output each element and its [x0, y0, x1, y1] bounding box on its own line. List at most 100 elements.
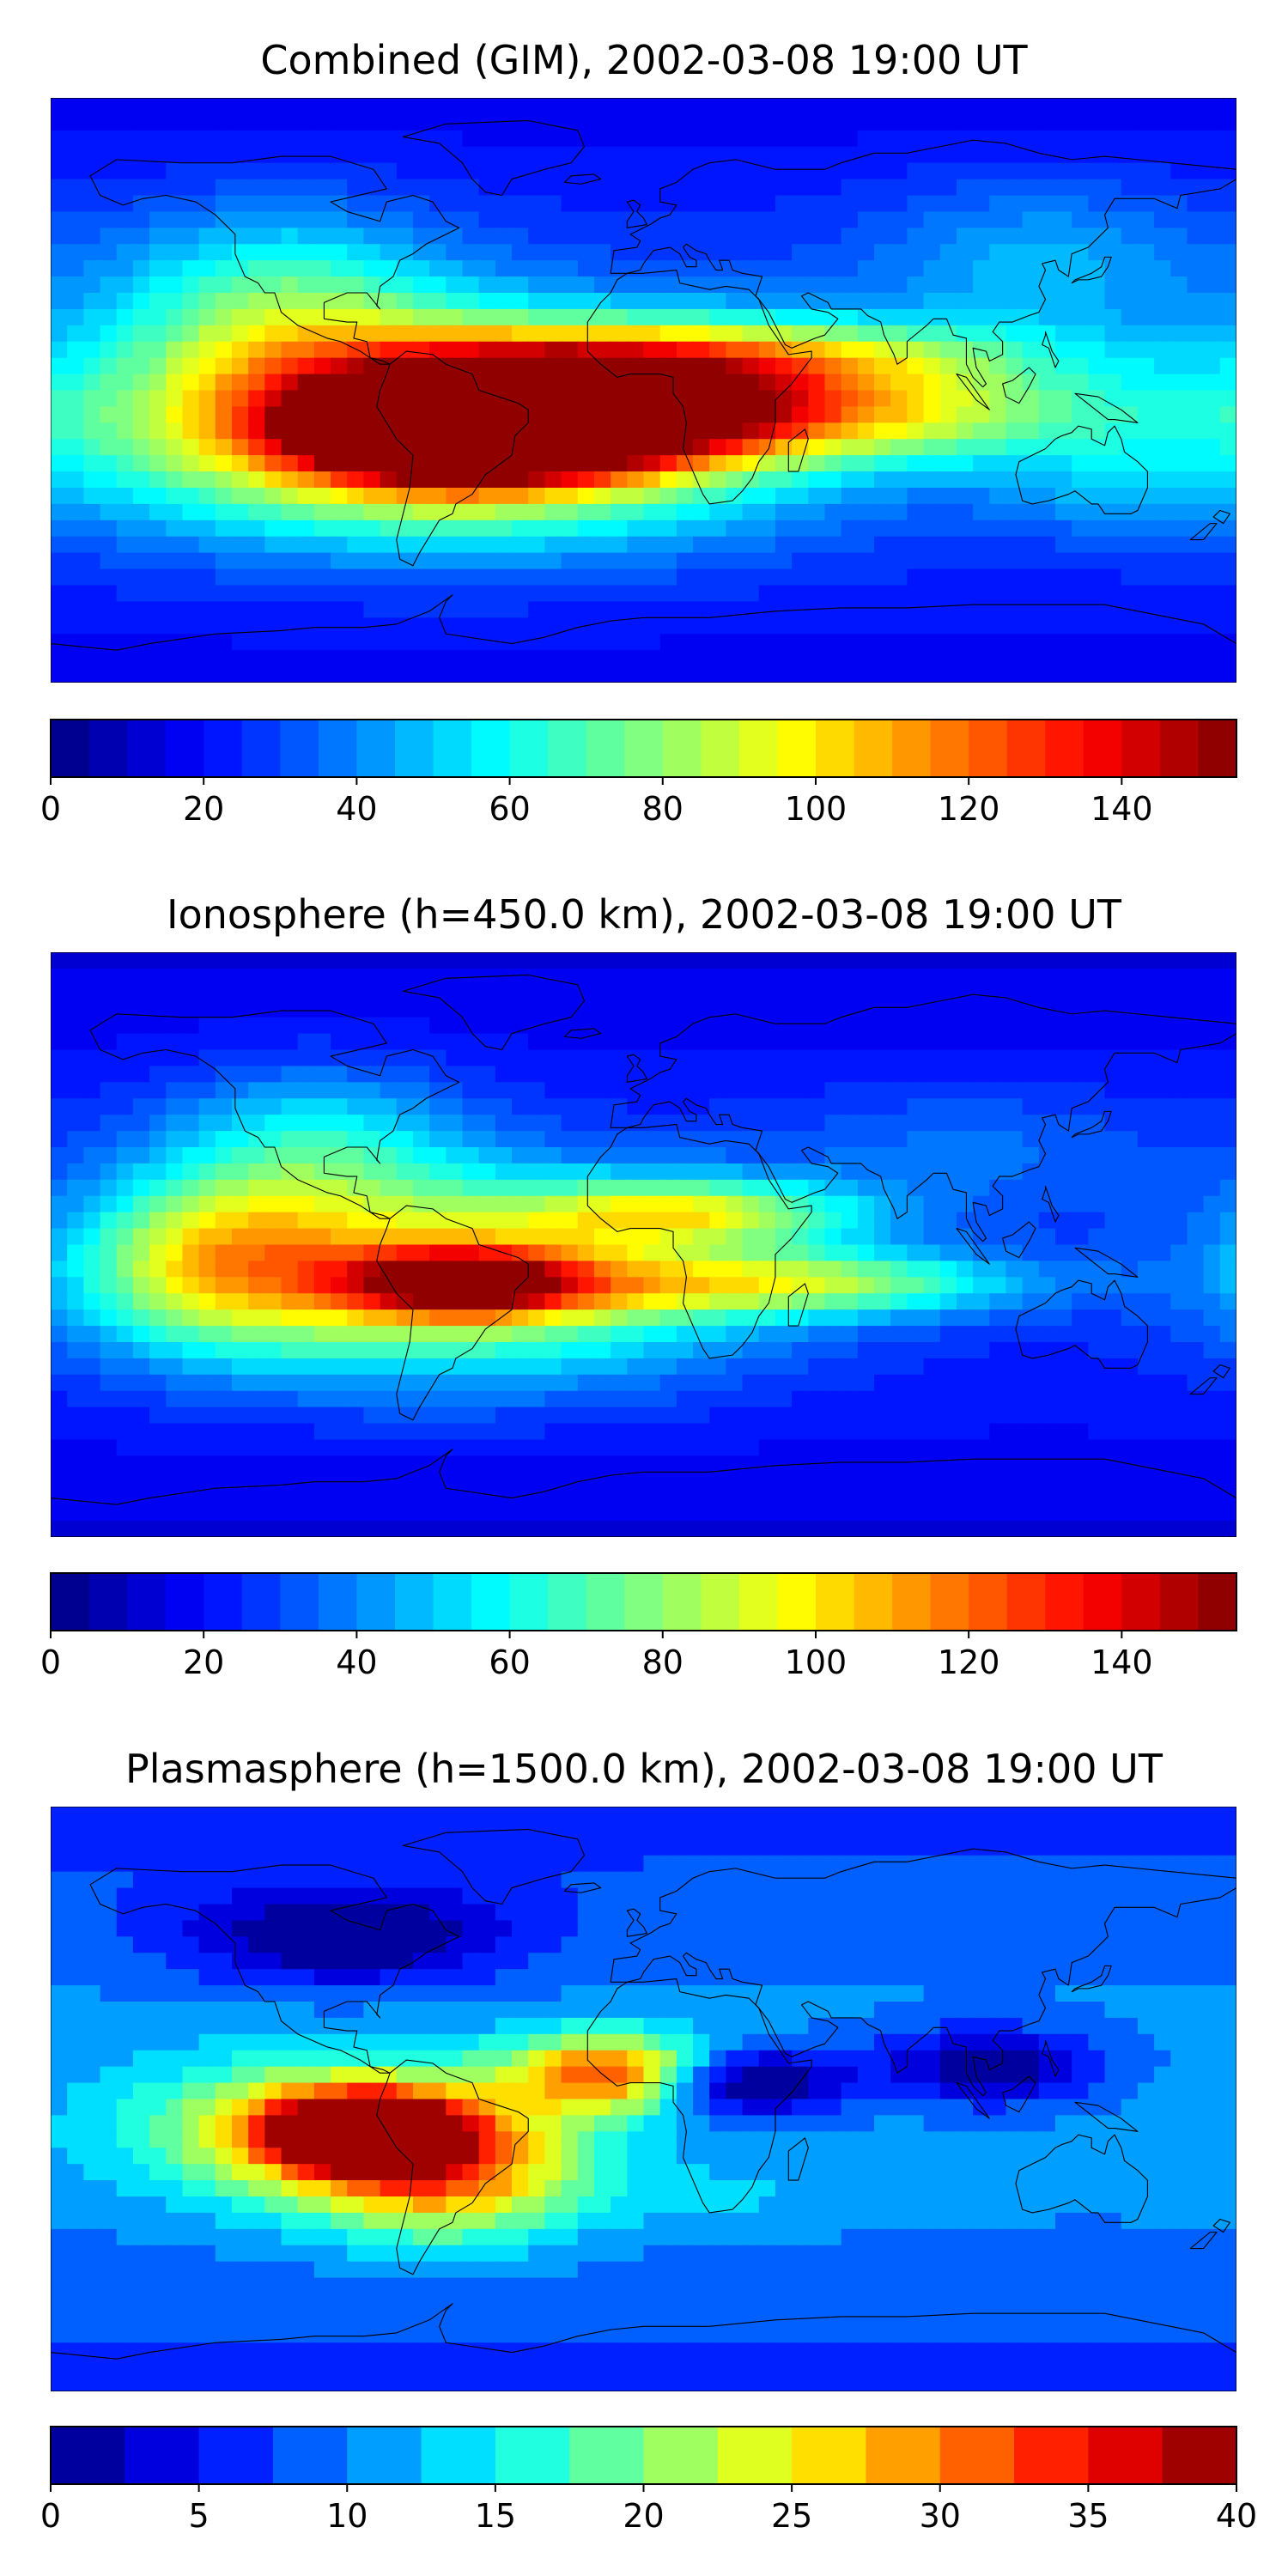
field-cell	[1203, 1277, 1221, 1295]
field-cell	[1187, 211, 1205, 229]
field-cell	[758, 1098, 777, 1116]
field-cell	[215, 519, 234, 538]
field-cell	[1170, 585, 1188, 603]
field-cell	[792, 666, 810, 683]
field-cell	[1187, 1115, 1205, 1133]
field-cell	[51, 585, 69, 603]
field-cell	[149, 1098, 167, 1116]
field-cell	[1121, 390, 1139, 408]
field-cell	[116, 585, 135, 603]
field-cell	[939, 634, 958, 652]
field-cell	[890, 984, 908, 1002]
field-cell	[1005, 1390, 1024, 1408]
field-cell	[331, 1244, 349, 1262]
field-cell	[1121, 503, 1139, 521]
field-cell	[956, 1406, 975, 1425]
field-cell	[693, 1000, 711, 1018]
field-cell	[313, 1131, 332, 1149]
field-cell	[693, 1179, 711, 1197]
field-cell	[693, 519, 711, 538]
field-cell	[1187, 1374, 1205, 1392]
field-cell	[1154, 1212, 1172, 1230]
field-cell	[989, 968, 1007, 986]
field-cell	[939, 568, 958, 586]
field-cell	[215, 1115, 234, 1133]
field-cell	[874, 211, 892, 229]
field-cell	[215, 1033, 234, 1051]
field-cell	[726, 293, 744, 311]
field-cell	[577, 952, 596, 970]
field-cell	[83, 325, 101, 343]
field-cell	[1072, 568, 1090, 586]
field-cell	[248, 968, 266, 986]
field-cell	[956, 1423, 975, 1441]
field-cell	[775, 276, 793, 295]
field-cell	[989, 1098, 1007, 1116]
field-cell	[116, 519, 135, 538]
field-cell	[100, 952, 118, 970]
field-cell	[363, 1017, 381, 1035]
field-cell	[792, 146, 810, 164]
field-cell	[1038, 552, 1057, 570]
field-cell	[923, 1309, 941, 1327]
field-cell	[1038, 341, 1057, 359]
field-cell	[297, 1406, 316, 1425]
field-cell	[1005, 244, 1024, 262]
field-cell	[478, 1049, 497, 1067]
field-cell	[446, 244, 464, 262]
field-cell	[923, 1033, 941, 1051]
field-cell	[248, 162, 266, 180]
field-cell	[51, 1472, 69, 1490]
field-cell	[132, 536, 151, 554]
field-cell	[1121, 374, 1139, 392]
field-cell	[313, 650, 332, 668]
field-cell	[593, 422, 612, 440]
field-cell	[297, 1261, 316, 1279]
field-cell	[198, 488, 216, 506]
field-cell	[758, 455, 777, 473]
field-cell	[1022, 130, 1040, 148]
field-cell	[939, 130, 958, 148]
field-cell	[363, 488, 381, 506]
field-cell	[973, 952, 991, 970]
field-cell	[907, 552, 925, 570]
field-cell	[577, 113, 596, 131]
field-cell	[726, 984, 744, 1002]
field-cell	[824, 1066, 842, 1084]
field-cell	[1203, 1147, 1221, 1165]
field-cell	[643, 1195, 661, 1213]
field-cell	[331, 422, 349, 440]
field-cell	[890, 1342, 908, 1360]
field-cell	[561, 130, 579, 148]
field-cell	[1187, 585, 1205, 603]
field-cell	[907, 1309, 925, 1327]
field-cell	[1170, 1212, 1188, 1230]
field-cell	[248, 1358, 266, 1376]
field-cell	[347, 1326, 365, 1344]
field-cell	[215, 1261, 234, 1279]
field-cell	[446, 195, 464, 213]
field-cell	[231, 439, 250, 457]
field-cell	[149, 1358, 167, 1376]
field-cell	[182, 1406, 200, 1425]
field-cell	[446, 179, 464, 197]
field-cell	[742, 650, 760, 668]
field-cell	[478, 585, 497, 603]
field-cell	[857, 341, 876, 359]
field-cell	[1088, 293, 1106, 311]
field-cell	[907, 1358, 925, 1376]
field-cell	[973, 650, 991, 668]
field-cell	[577, 357, 596, 375]
field-cell	[561, 1082, 579, 1100]
field-cell	[1005, 1179, 1024, 1197]
field-cell	[446, 455, 464, 473]
field-cell	[907, 308, 925, 326]
field-cell	[1104, 1390, 1122, 1408]
field-cell	[611, 390, 629, 408]
field-cell	[281, 228, 299, 246]
field-cell	[412, 439, 431, 457]
field-cell	[973, 601, 991, 619]
field-cell	[429, 1423, 447, 1441]
field-cell	[939, 666, 958, 683]
field-cell	[396, 1309, 415, 1327]
